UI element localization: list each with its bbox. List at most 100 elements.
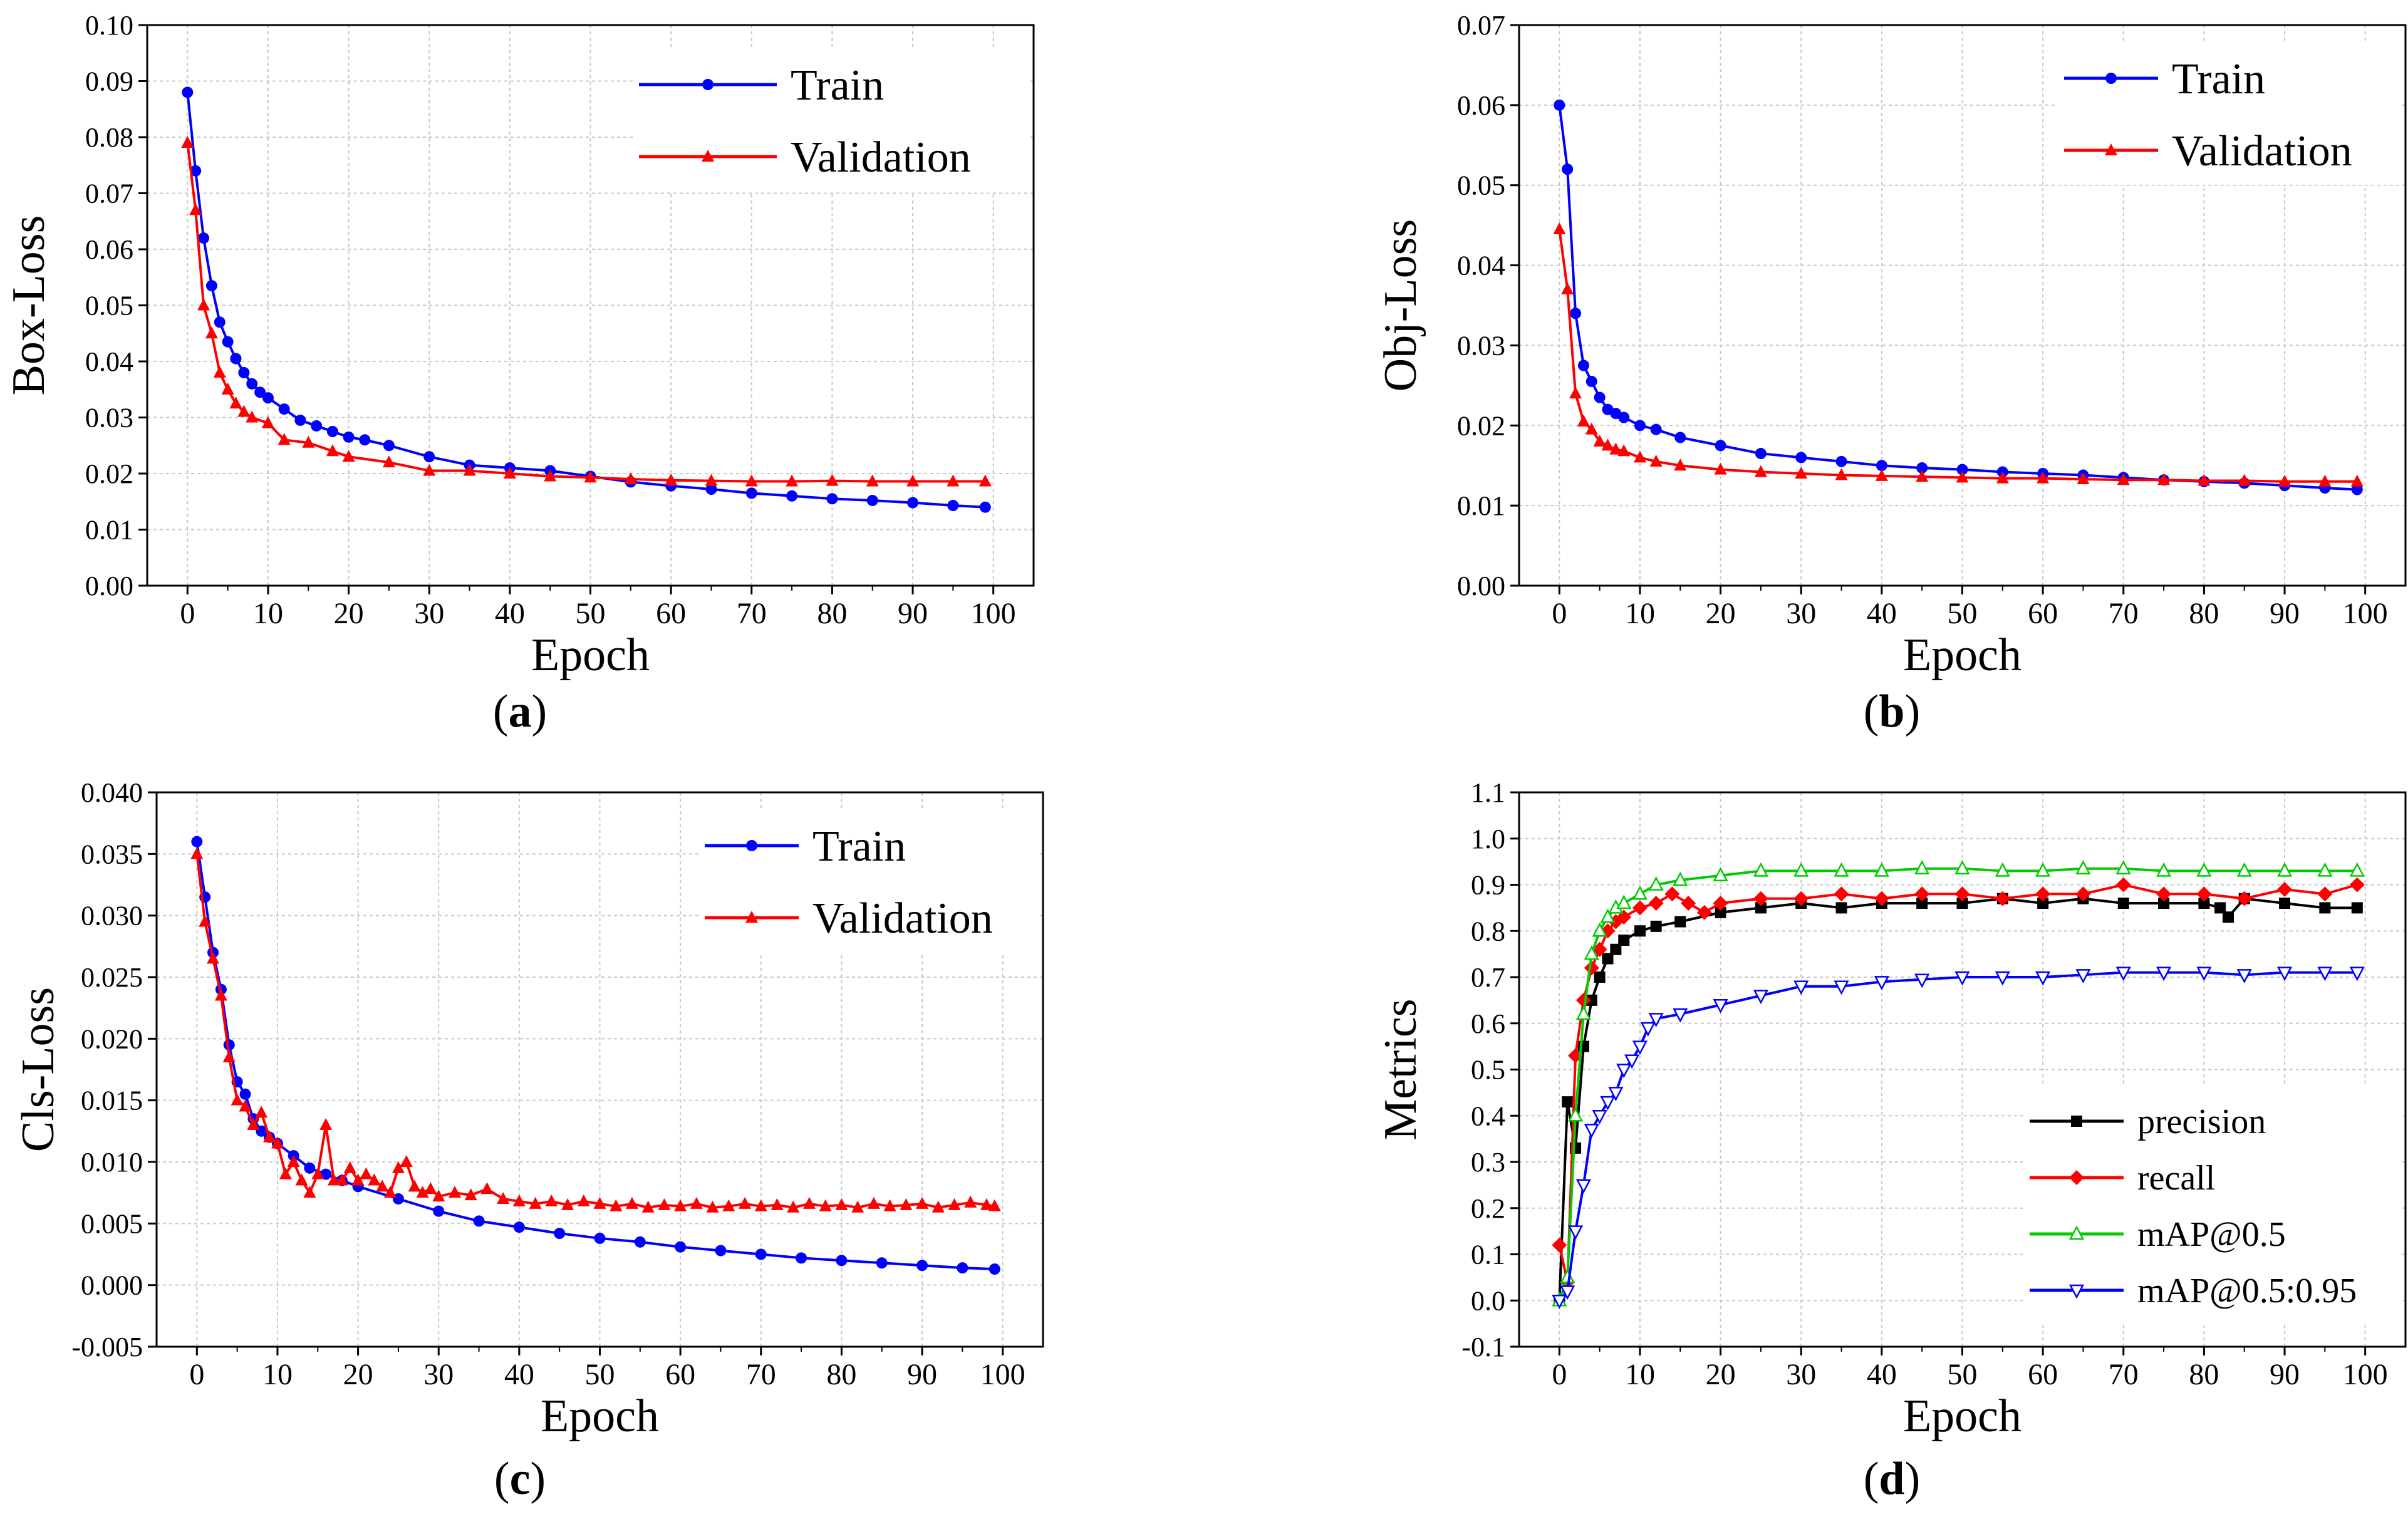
data-point-recall [2196,886,2212,902]
data-point-Train [1835,455,1847,467]
data-point-Validation [819,1199,832,1211]
y-tick-label: 0.7 [1471,962,1505,993]
data-point-Train [947,500,959,512]
y-tick-label: 0.5 [1471,1055,1505,1086]
data-point-mAP@0.5:0.95 [1834,980,1849,995]
data-point-Validation [222,1050,236,1062]
data-point-mAP@0.5:0.95 [1648,1013,1664,1028]
data-point-mAP@0.5 [1560,1268,1575,1283]
data-point-Validation [464,1188,477,1201]
x-tick-label: 80 [817,597,847,630]
x-tick-label: 30 [414,597,444,630]
legend-label: recall [2137,1159,2215,1198]
data-point-Train [326,425,338,437]
data-point-recall [1664,886,1680,902]
data-point-mAP@0.5:0.95 [1640,1022,1656,1037]
data-point-recall [1995,891,2010,906]
y-tick-label: 0.07 [1457,10,1505,41]
y-tick-label: 0.0 [1471,1285,1505,1316]
y-tick-label: 1.0 [1471,824,1505,854]
data-point-Validation [658,1198,671,1210]
data-point-Validation [1633,450,1646,463]
data-point-Validation [480,1182,494,1194]
x-tick-label: 70 [737,597,767,630]
data-point-recall [1834,886,1849,902]
data-point-recall [1648,896,1664,911]
x-tick-label: 40 [1867,1358,1897,1391]
data-point-mAP@0.5:0.95 [1552,1295,1567,1309]
data-point-Validation [1714,462,1727,475]
x-tick-label: 30 [1786,597,1816,630]
y-tick-label: 0.01 [85,515,133,546]
x-tick-label: 10 [1625,597,1655,630]
data-point-Train [826,493,838,505]
data-point-Validation [181,135,194,148]
data-point-mAP@0.5:0.95 [1592,1110,1607,1124]
panel-c: 0 10 20 30 40 50 60 70 80 90 100 -0.005 0.000 0.005 0.… [13,777,1044,1505]
data-point-Validation [900,1198,913,1210]
data-point-Validation [851,1200,864,1213]
data-point-mAP@0.5 [1834,862,1849,877]
data-point-Train [836,1255,848,1267]
data-point-Validation [246,410,259,423]
x-tick-label: 50 [1948,1358,1978,1391]
data-point-mAP@0.5:0.95 [1673,1008,1688,1023]
data-point-Train [1755,448,1767,460]
data-point-Validation [1875,469,1888,481]
data-point-Train [182,86,194,98]
y-tick-label: 0.03 [85,403,133,433]
data-point-Validation [1835,468,1848,480]
data-point-Validation [423,464,436,476]
data-point-mAP@0.5 [2236,862,2252,877]
x-tick-label: 20 [334,597,364,630]
data-point-Validation [229,396,242,409]
data-point-mAP@0.5 [1648,876,1664,891]
x-tick-label: 40 [1867,597,1897,630]
data-point-Validation [2198,474,2211,486]
data-point-Validation [771,1198,784,1210]
data-point-Validation [584,470,597,483]
data-point-Validation [278,433,291,445]
data-point-mAP@0.5 [1914,860,1930,874]
data-point-Train [634,1236,646,1248]
data-point-Validation [544,469,557,482]
data-point-recall [1914,886,1930,902]
data-point-Validation [883,1199,896,1211]
data-point-Validation [214,988,227,1001]
y-tick-label: 0.9 [1471,870,1505,901]
data-point-Validation [835,1198,848,1210]
data-point-Validation [948,1198,961,1210]
data-point-Train [246,378,258,390]
grid-d [1519,792,2405,1347]
data-point-recall [1575,992,1591,1008]
x-axis-label: Epoch [531,630,650,681]
data-point-mAP@0.5:0.95 [2236,969,2252,983]
data-point-Validation [503,467,516,479]
data-point-Validation [1617,444,1631,457]
x-tick-label: 90 [2270,1358,2300,1391]
data-point-mAP@0.5:0.95 [2349,966,2365,982]
x-tick-label: 20 [1706,1358,1736,1391]
data-point-Train [230,353,242,365]
data-point-Train [866,494,878,506]
data-point-Train [554,1228,566,1240]
data-point-Validation [190,847,204,859]
data-point-precision [1634,925,1646,937]
data-point-Validation [497,1192,510,1204]
data-point-precision [2351,902,2363,914]
data-point-Validation [1996,471,2009,484]
data-point-precision [1755,902,1767,914]
data-point-Validation [1674,459,1687,471]
y-tick-label: 0.3 [1471,1147,1505,1178]
data-point-precision [2198,898,2210,909]
panel-caption-d: (d) [1864,1453,1920,1505]
legend-label: Validation [812,894,993,943]
data-point-mAP@0.5 [1632,885,1648,900]
data-point-Validation [231,1093,244,1106]
x-tick-label: 20 [343,1358,373,1391]
data-point-precision [1916,898,1928,909]
data-point-Validation [197,298,210,311]
data-point-Validation [384,1186,397,1198]
data-point-Train [2351,484,2363,495]
data-point-mAP@0.5 [1753,862,1768,877]
